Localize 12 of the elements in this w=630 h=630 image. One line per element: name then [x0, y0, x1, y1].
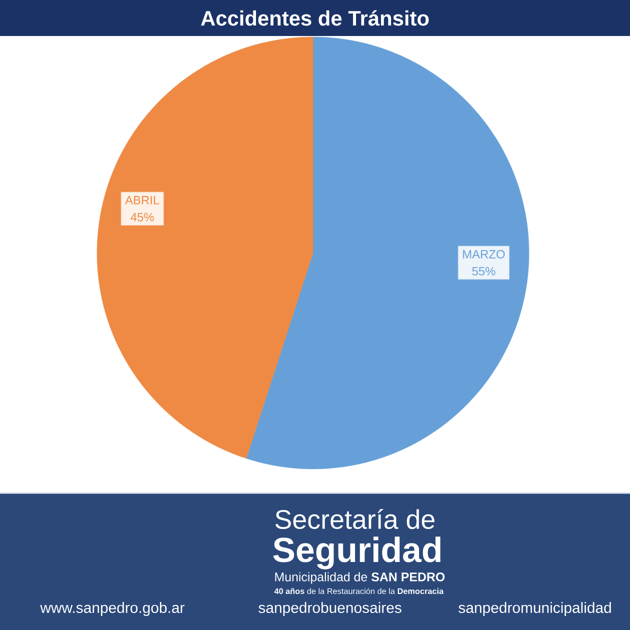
text: sanpedrobuenosaires — [258, 602, 402, 616]
text: Municipalidad de SAN PEDRO — [275, 572, 445, 584]
text: Seguridad — [273, 536, 440, 570]
text: 40 años de la Restauración de la Democracia — [274, 588, 444, 594]
slice-label: ABRIL — [125, 196, 160, 204]
text: www.sanpedro.gob.ar — [40, 602, 184, 616]
data-label: 55% — [472, 267, 496, 276]
data-label: 45% — [130, 212, 154, 222]
text: Secretaría de — [275, 508, 434, 530]
slice-label: MARZO — [463, 250, 505, 258]
chart-title: Accidentes de Tránsito — [200, 10, 429, 26]
text: sanpedromunicipalidad — [458, 602, 611, 616]
